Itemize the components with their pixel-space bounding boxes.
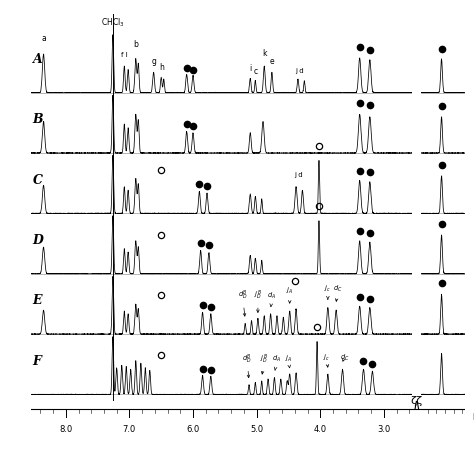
Text: A: A: [33, 53, 43, 66]
Text: ζζ: ζζ: [410, 395, 423, 405]
Text: k: k: [262, 49, 266, 58]
Text: $j_A$: $j_A$: [286, 286, 293, 303]
Text: F: F: [33, 355, 42, 368]
Text: $j_A$: $j_A$: [285, 354, 292, 368]
Text: E: E: [33, 294, 42, 308]
Text: e: e: [270, 56, 274, 65]
Text: a: a: [41, 34, 46, 43]
Text: i: i: [249, 64, 251, 73]
Text: g: g: [151, 56, 156, 65]
Text: 3.0: 3.0: [377, 426, 391, 434]
Text: 7.0: 7.0: [123, 426, 136, 434]
Text: 6.0: 6.0: [186, 426, 200, 434]
Text: ppm: ppm: [472, 411, 474, 420]
Text: D: D: [33, 234, 44, 247]
Text: j d: j d: [294, 173, 302, 178]
Text: $d_A$: $d_A$: [267, 291, 276, 307]
Text: $j_c$: $j_c$: [324, 283, 331, 300]
Text: 8.0: 8.0: [59, 426, 73, 434]
Text: C: C: [33, 173, 43, 187]
Text: $j^B_D$: $j^B_D$: [254, 289, 262, 312]
Text: $j^B_D$: $j^B_D$: [260, 353, 268, 374]
Text: c: c: [253, 67, 257, 76]
Text: $d^B_D$: $d^B_D$: [242, 353, 252, 378]
Text: b: b: [133, 40, 138, 49]
Text: j d: j d: [296, 68, 304, 74]
Text: $d_C$: $d_C$: [340, 353, 349, 363]
Text: $d_C$: $d_C$: [333, 283, 343, 301]
Text: CHCl$_3$: CHCl$_3$: [101, 17, 125, 29]
Text: 4.0: 4.0: [314, 426, 327, 434]
Text: $d^B_D$: $d^B_D$: [238, 289, 247, 316]
Text: f l: f l: [121, 52, 128, 58]
Text: B: B: [33, 113, 43, 127]
Text: 5.0: 5.0: [250, 426, 263, 434]
Text: h: h: [159, 63, 164, 72]
Text: $d_A$: $d_A$: [273, 354, 282, 370]
Text: $j_c$: $j_c$: [323, 353, 330, 367]
